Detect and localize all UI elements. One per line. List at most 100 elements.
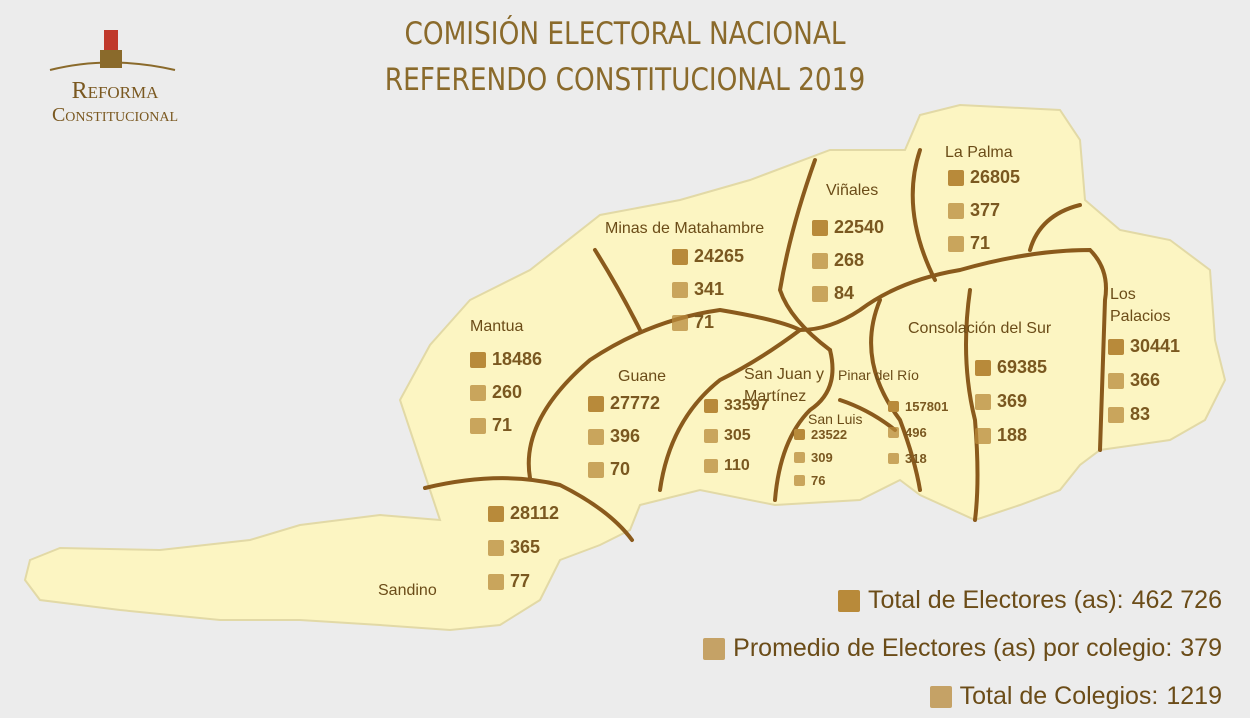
stat-row: 27772 bbox=[588, 393, 660, 414]
total-row: Total de Colegios: 1219 bbox=[929, 682, 1222, 711]
icon-2 bbox=[588, 461, 604, 478]
stat-value: 318 bbox=[905, 450, 927, 466]
stat-value: 341 bbox=[694, 279, 725, 299]
stat-value: 377 bbox=[970, 200, 1001, 220]
stat-row: 71 bbox=[672, 312, 714, 333]
icon-0 bbox=[888, 400, 899, 412]
stat-value: 22540 bbox=[834, 217, 885, 237]
stat-row: 305 bbox=[704, 427, 751, 445]
icon-1 bbox=[812, 252, 828, 269]
stat-value: 76 bbox=[811, 472, 826, 488]
municipality-name: Consolación del Sur bbox=[908, 320, 1052, 337]
icon-0 bbox=[588, 395, 604, 412]
stat-value: 309 bbox=[811, 449, 833, 465]
stat-value: 396 bbox=[610, 426, 641, 446]
stat-value: 84 bbox=[834, 283, 855, 303]
municipality-name: Viñales bbox=[826, 182, 879, 199]
stat-row: 188 bbox=[975, 425, 1027, 446]
icon-0 bbox=[1108, 338, 1124, 355]
subtitle: REFERENDO CONSTITUCIONAL 2019 bbox=[384, 62, 866, 98]
stat-value: 369 bbox=[997, 391, 1028, 411]
stat-row: 396 bbox=[588, 426, 640, 447]
icon-2 bbox=[888, 452, 899, 464]
total-value: 462 726 bbox=[1131, 586, 1222, 614]
icon-2 bbox=[929, 685, 952, 708]
icon-1 bbox=[888, 426, 899, 438]
icon-1 bbox=[704, 429, 718, 443]
stat-value: 83 bbox=[1130, 404, 1151, 424]
total-label: Total de Electores (as): bbox=[867, 586, 1124, 614]
icon-0 bbox=[812, 219, 828, 236]
municipality-name: La Palma bbox=[945, 144, 1013, 161]
logo-text: Reforma bbox=[71, 78, 159, 104]
stat-row: 83 bbox=[1108, 404, 1150, 425]
stat-value: 268 bbox=[834, 250, 865, 270]
stat-row: 318 bbox=[888, 451, 927, 466]
stat-row: 369 bbox=[975, 391, 1027, 412]
stat-value: 69385 bbox=[997, 357, 1048, 377]
stat-value: 24265 bbox=[694, 246, 745, 266]
stat-value: 71 bbox=[694, 312, 715, 332]
icon-1 bbox=[588, 428, 604, 445]
stat-value: 30441 bbox=[1130, 336, 1181, 356]
title: COMISIÓN ELECTORAL NACIONAL bbox=[404, 16, 846, 52]
icon-1 bbox=[470, 384, 486, 401]
municipality-name: Los Palacios bbox=[1110, 286, 1171, 325]
stat-value: 188 bbox=[997, 425, 1028, 445]
icon-0 bbox=[470, 351, 486, 368]
stat-value: 18486 bbox=[492, 349, 543, 369]
municipality-name: San Luis bbox=[808, 411, 863, 427]
stat-value: 365 bbox=[510, 537, 541, 557]
icon-2 bbox=[948, 235, 964, 252]
icon-2 bbox=[672, 314, 688, 331]
stat-row: 268 bbox=[812, 250, 864, 271]
stat-row: 18486 bbox=[470, 349, 542, 370]
logo-text: Constitucional bbox=[51, 104, 179, 126]
total-row: Total de Electores (as): 462 726 bbox=[837, 586, 1222, 615]
icon-2 bbox=[812, 285, 828, 302]
icon-2 bbox=[470, 417, 486, 434]
icon-2 bbox=[975, 427, 991, 444]
icon-0 bbox=[975, 359, 991, 376]
municipality-name: Mantua bbox=[470, 318, 524, 335]
total-label: Promedio de Electores (as) por colegio: bbox=[733, 634, 1173, 662]
municipality-name: Minas de Matahambre bbox=[605, 220, 765, 237]
stat-row: 22540 bbox=[812, 217, 884, 238]
stat-row: 71 bbox=[470, 415, 512, 436]
total-value: 1219 bbox=[1166, 682, 1222, 710]
stat-value: 70 bbox=[610, 459, 631, 479]
municipality-name: Pinar del Río bbox=[838, 367, 919, 383]
icon-2 bbox=[704, 459, 718, 473]
icon-0 bbox=[672, 248, 688, 265]
icon-0 bbox=[704, 399, 718, 413]
icon-0 bbox=[837, 589, 860, 612]
icon-1 bbox=[1108, 372, 1124, 389]
stat-row: 70 bbox=[588, 459, 630, 480]
stat-value: 28112 bbox=[510, 503, 560, 523]
stat-row: 77 bbox=[488, 571, 530, 592]
stat-row: 76 bbox=[794, 473, 825, 488]
icon-1 bbox=[488, 539, 504, 556]
stat-row: 24265 bbox=[672, 246, 744, 267]
stat-value: 27772 bbox=[610, 393, 661, 413]
stat-row: 366 bbox=[1108, 370, 1160, 391]
total-value: 379 bbox=[1180, 634, 1222, 662]
stat-row: 110 bbox=[704, 457, 750, 475]
stat-value: 305 bbox=[724, 427, 751, 444]
stat-value: 71 bbox=[970, 233, 991, 253]
stat-row: 84 bbox=[812, 283, 854, 304]
stat-value: 157801 bbox=[905, 398, 949, 414]
total-row: Promedio de Electores (as) por colegio: 3… bbox=[703, 634, 1222, 663]
icon-0 bbox=[948, 169, 964, 186]
icon-1 bbox=[948, 202, 964, 219]
stat-row: 496 bbox=[888, 425, 927, 440]
logo-icon bbox=[49, 30, 176, 71]
stat-row: 157801 bbox=[888, 399, 948, 414]
stat-value: 23522 bbox=[811, 426, 848, 442]
stat-value: 260 bbox=[492, 382, 523, 402]
icon-0 bbox=[794, 428, 805, 440]
stat-row: 309 bbox=[794, 450, 833, 465]
stat-row: 341 bbox=[672, 279, 724, 300]
stat-value: 26805 bbox=[970, 167, 1021, 187]
